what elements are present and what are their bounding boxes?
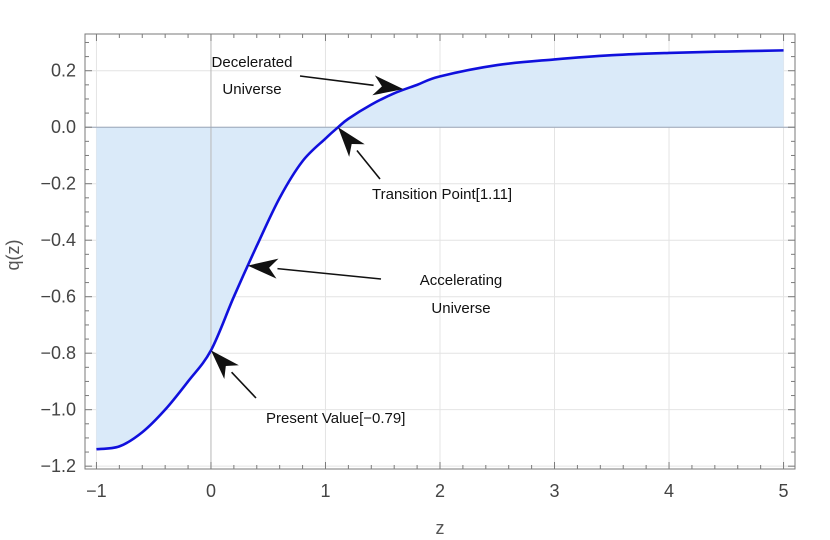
annotations: Decelerated Universe Transition Point[1.11… xyxy=(210,54,512,427)
annotation-text: Present Value[−0.79] xyxy=(266,410,405,427)
ticks xyxy=(85,34,795,469)
series-line xyxy=(96,49,784,451)
annotation-arrowhead xyxy=(210,350,239,380)
y-axis-label: q(z) xyxy=(3,240,23,271)
annotation-text: Decelerated xyxy=(212,54,293,71)
x-tick-label: 5 xyxy=(779,481,789,501)
annotation-arrow-shaft xyxy=(277,267,382,280)
area-fill xyxy=(96,50,784,450)
annotation-text: Universe xyxy=(222,81,281,98)
y-tick-label: 0.2 xyxy=(51,61,76,81)
x-axis-label: z xyxy=(436,518,445,538)
x-tick-label: 3 xyxy=(550,481,560,501)
x-tick-label: −1 xyxy=(86,481,107,501)
annotation-text: Transition Point[1.11] xyxy=(372,186,512,203)
x-tick-label: 1 xyxy=(320,481,330,501)
annotation-arrowhead xyxy=(372,75,404,96)
y-tick-label: −1.2 xyxy=(40,456,76,476)
annotation: Transition Point[1.11] xyxy=(338,127,512,203)
x-tick-label: 2 xyxy=(435,481,445,501)
y-tick-label: −0.6 xyxy=(40,287,76,307)
annotation-text: Accelerating xyxy=(420,272,503,289)
y-tick-label: −0.2 xyxy=(40,174,76,194)
y-tick-label: −0.8 xyxy=(40,343,76,363)
annotation-arrowhead xyxy=(338,127,365,157)
annotation-arrowhead xyxy=(247,258,279,279)
tick-labels: −1 0 1 2 3 4 5 −1.2 −1.0 −0.8 −0.6 −0.4 −0.2 0.0 0.2 xyxy=(40,61,788,501)
annotation-text: Universe xyxy=(431,300,490,317)
annotation-arrow-shaft xyxy=(230,371,257,399)
y-tick-label: −0.4 xyxy=(40,230,76,250)
y-tick-label: −1.0 xyxy=(40,400,76,420)
x-tick-label: 4 xyxy=(664,481,674,501)
x-tick-label: 0 xyxy=(206,481,216,501)
annotation-arrow-shaft xyxy=(356,150,381,180)
annotation: Present Value[−0.79] xyxy=(210,350,405,427)
y-tick-label: 0.0 xyxy=(51,117,76,137)
annotation: Decelerated Universe xyxy=(212,54,404,98)
annotation: Accelerating Universe xyxy=(247,258,503,317)
annotation-arrow-shaft xyxy=(299,75,374,87)
